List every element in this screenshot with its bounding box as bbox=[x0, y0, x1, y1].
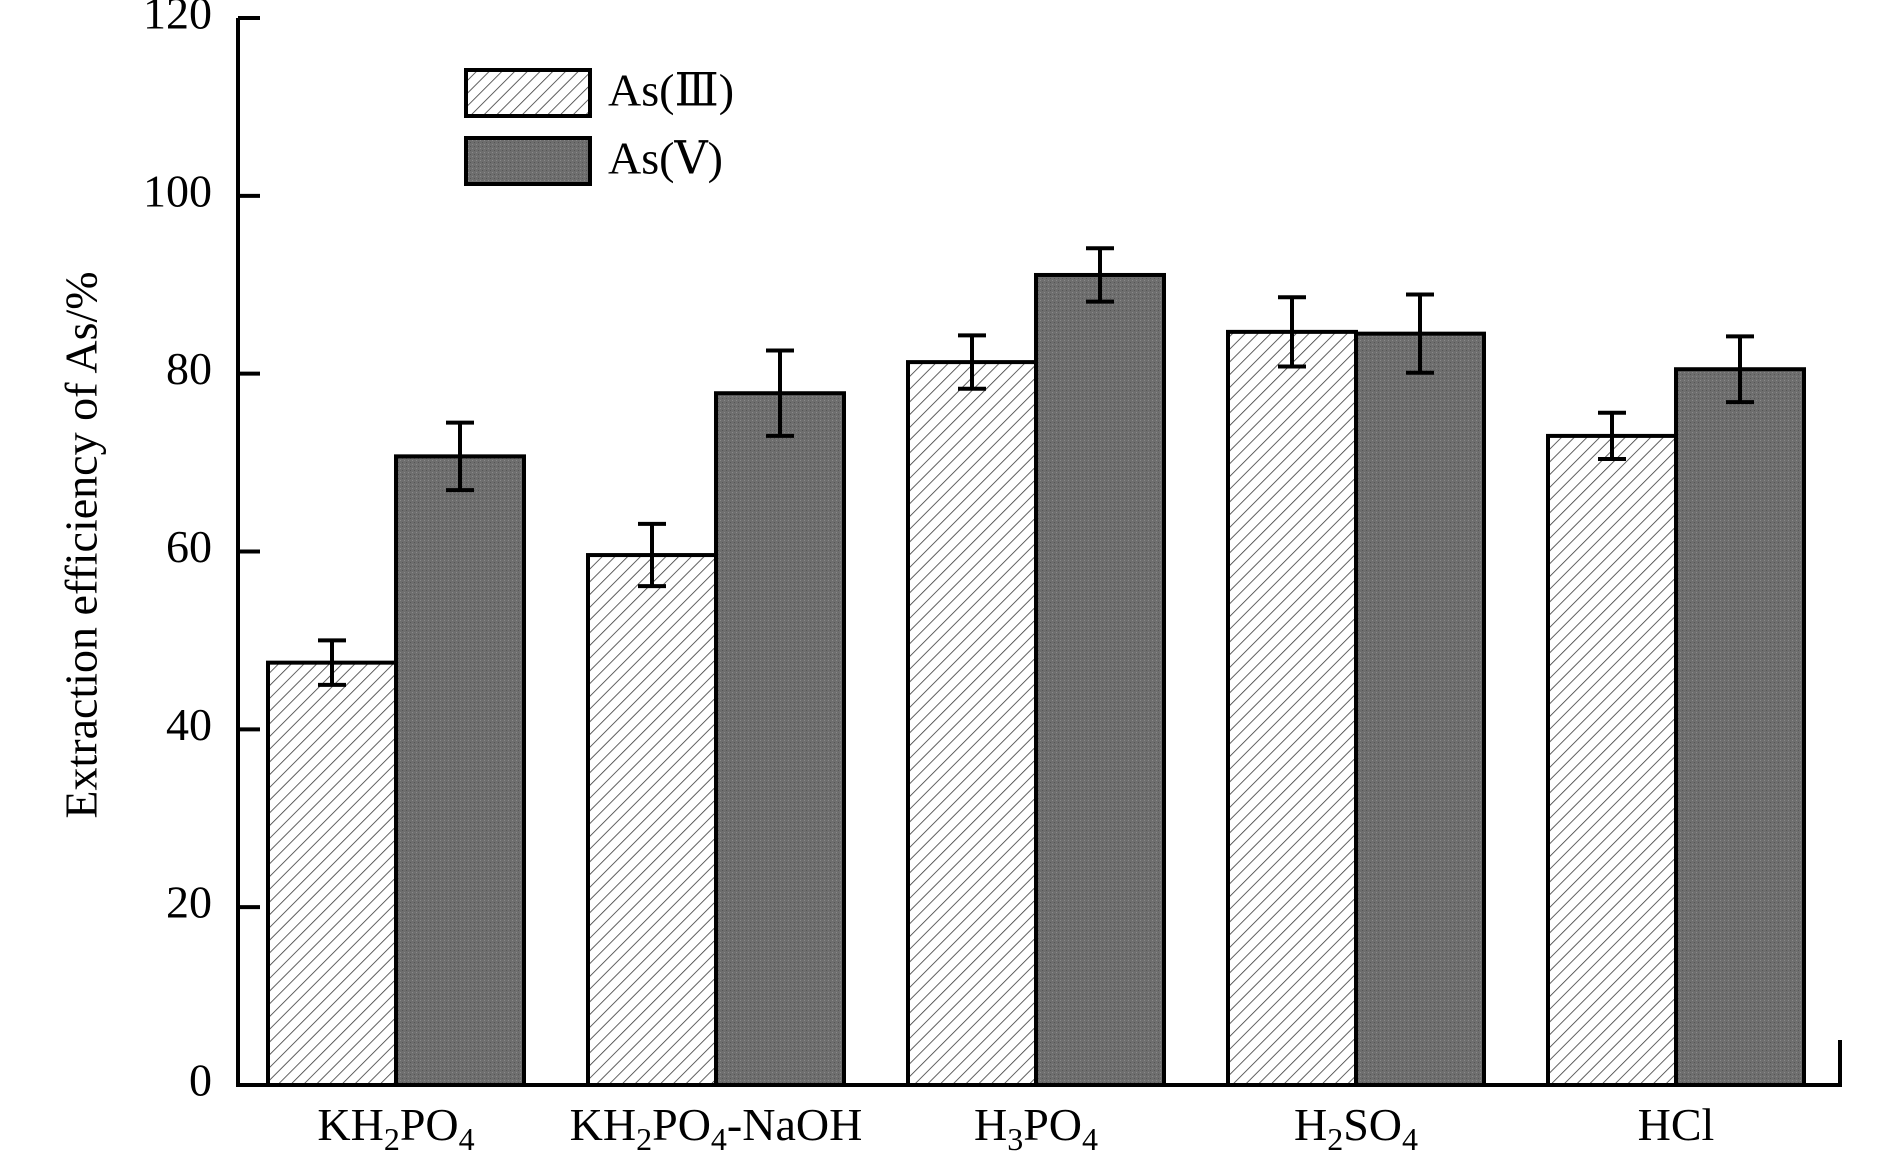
x-label-text: KH bbox=[570, 1099, 636, 1150]
y-ticks-layer: 0 20 40 60 80 100 120 bbox=[143, 0, 260, 1106]
y-tick-label: 120 bbox=[143, 0, 212, 39]
x-label-subscript: 4 bbox=[1402, 1121, 1418, 1155]
x-labels-layer: KH2PO4 KH2PO4-NaOH H3PO4 H2SO4 HCl bbox=[317, 1099, 1715, 1157]
bar-as-v bbox=[1354, 331, 1486, 1087]
bar-as-iii bbox=[1226, 329, 1358, 1087]
bar-as-iii bbox=[1546, 433, 1678, 1087]
x-label-text: PO bbox=[1023, 1099, 1082, 1150]
x-label-subscript: 4 bbox=[711, 1121, 727, 1155]
legend-label-as-v: As(Ⅴ) bbox=[608, 133, 723, 184]
y-tick-label: 80 bbox=[166, 343, 212, 394]
x-category-label: HCl bbox=[1638, 1099, 1715, 1150]
y-tick-label: 60 bbox=[166, 521, 212, 572]
error-bars-layer bbox=[318, 246, 1754, 687]
bar-as-v bbox=[714, 391, 846, 1087]
x-label-text: PO bbox=[400, 1099, 459, 1150]
x-category-label: H2SO4 bbox=[1294, 1099, 1418, 1155]
bar-as-v bbox=[1674, 367, 1806, 1087]
bar-as-iii bbox=[266, 660, 398, 1087]
y-tick-label: 0 bbox=[189, 1055, 212, 1106]
bar-as-iii bbox=[586, 553, 718, 1087]
y-axis-label: Extraction efficiency of As/% bbox=[56, 271, 107, 818]
x-label-text: HCl bbox=[1638, 1099, 1715, 1150]
x-label-subscript: 3 bbox=[1007, 1121, 1023, 1155]
x-label-subscript: 2 bbox=[384, 1121, 400, 1155]
x-label-text: -NaOH bbox=[727, 1099, 862, 1150]
x-label-text: H bbox=[974, 1099, 1007, 1150]
x-label-subscript: 4 bbox=[1082, 1121, 1098, 1155]
legend-swatch-as-v bbox=[464, 136, 592, 186]
bar-as-v bbox=[1034, 272, 1166, 1087]
x-category-label: KH2PO4-NaOH bbox=[570, 1099, 863, 1155]
bar-as-v bbox=[394, 454, 526, 1087]
legend-swatch-as-iii bbox=[464, 68, 592, 118]
x-category-label: KH2PO4 bbox=[317, 1099, 474, 1155]
x-label-text: SO bbox=[1343, 1099, 1402, 1150]
y-tick-label: 20 bbox=[166, 877, 212, 928]
bars-layer bbox=[266, 272, 1806, 1088]
x-label-text: H bbox=[1294, 1099, 1327, 1150]
y-tick-label: 40 bbox=[166, 699, 212, 750]
x-label-text: KH bbox=[317, 1099, 383, 1150]
bar-as-iii bbox=[906, 360, 1038, 1088]
x-label-subscript: 4 bbox=[459, 1121, 475, 1155]
x-category-label: H3PO4 bbox=[974, 1099, 1098, 1155]
x-label-subscript: 2 bbox=[1327, 1121, 1343, 1155]
legend-label-as-iii: As(Ⅲ) bbox=[608, 65, 734, 116]
legend: As(Ⅲ) As(Ⅴ) bbox=[464, 65, 734, 186]
y-tick-label: 100 bbox=[143, 165, 212, 216]
x-label-subscript: 2 bbox=[636, 1121, 652, 1155]
x-label-text: PO bbox=[652, 1099, 711, 1150]
